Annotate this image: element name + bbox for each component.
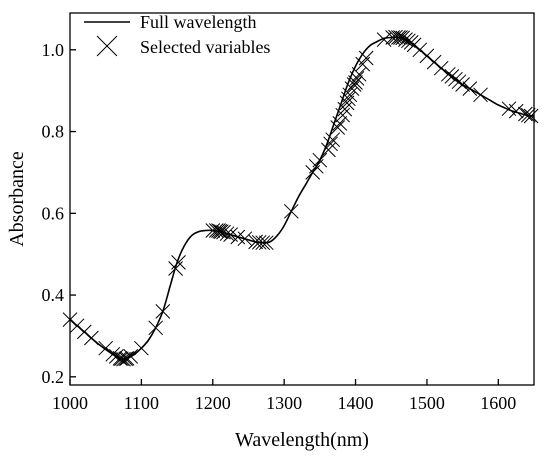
selected-variable-marker xyxy=(358,50,374,66)
selected-variable-marker xyxy=(251,234,267,250)
selected-variable-marker xyxy=(76,324,92,340)
y-axis: 0.2 0.4 0.6 0.8 1.0 xyxy=(42,40,76,387)
selected-variable-marker xyxy=(455,77,470,92)
selected-variable-marker xyxy=(335,107,351,123)
plot-frame xyxy=(69,12,535,386)
selected-variable-marker xyxy=(84,330,99,346)
selected-variable-marker xyxy=(255,235,271,251)
selected-variable-marker xyxy=(105,346,121,362)
selected-variable-marker xyxy=(155,304,171,319)
selected-variable-marker xyxy=(134,340,149,356)
selected-variable-marker xyxy=(330,120,346,135)
y-tick-label: 0.2 xyxy=(42,367,65,387)
selected-variable-marker xyxy=(440,66,456,82)
x-tick-label: 1200 xyxy=(195,393,231,413)
selected-variable-marker xyxy=(114,351,129,367)
selected-variable-marker xyxy=(219,226,235,242)
selected-variable-marker xyxy=(213,224,229,240)
x-axis: 1000 1100 1200 1300 1400 1500 1600 xyxy=(52,379,516,413)
selected-variable-marker xyxy=(351,66,367,82)
selected-variable-marker xyxy=(69,318,85,334)
selected-variable-marker xyxy=(337,101,353,117)
y-tick-label: 0.4 xyxy=(42,285,65,305)
selected-variable-marker xyxy=(520,107,536,123)
selected-variable-marker xyxy=(118,351,134,367)
legend: Full wavelength Selected variables xyxy=(84,12,270,57)
selected-variable-marker xyxy=(348,75,363,90)
marker-layer xyxy=(62,29,539,367)
legend-x-marker-swatch xyxy=(96,35,118,57)
selected-variable-marker xyxy=(98,340,114,356)
selected-variable-marker xyxy=(393,30,408,45)
selected-variable-marker xyxy=(419,48,435,64)
selected-variable-marker xyxy=(342,87,358,103)
selected-variable-marker xyxy=(349,71,365,86)
y-tick-label: 1.0 xyxy=(42,40,65,60)
selected-variable-marker xyxy=(518,106,533,122)
full-wavelength-line xyxy=(69,36,535,360)
selected-variable-marker xyxy=(451,74,467,90)
selected-variable-marker xyxy=(339,95,355,111)
y-tick-label: 0.8 xyxy=(42,122,65,142)
x-tick-label: 1400 xyxy=(338,393,374,413)
selected-variable-marker xyxy=(433,60,449,76)
selected-variable-marker xyxy=(312,152,328,168)
y-axis-label: Absorbance xyxy=(6,151,28,247)
selected-variable-marker xyxy=(237,231,253,247)
x-tick-label: 1100 xyxy=(124,393,159,413)
y-tick-label: 0.6 xyxy=(42,203,65,223)
selected-variable-marker xyxy=(171,255,186,270)
plot-area xyxy=(62,29,539,367)
selected-variable-marker xyxy=(395,30,411,46)
selected-variable-marker xyxy=(325,132,341,148)
selected-variable-marker xyxy=(168,261,183,276)
selected-variable-marker xyxy=(388,29,403,45)
selected-variable-marker xyxy=(406,37,422,53)
curve-layer xyxy=(69,36,535,360)
selected-variable-marker xyxy=(462,81,478,96)
selected-variable-marker xyxy=(258,235,274,251)
x-tick-label: 1500 xyxy=(409,393,445,413)
selected-variable-marker xyxy=(426,54,442,70)
x-tick-label: 1000 xyxy=(52,393,88,413)
selected-variable-marker xyxy=(283,203,299,219)
selected-variable-marker xyxy=(119,351,135,366)
selected-variable-marker xyxy=(473,87,488,103)
selected-variable-marker xyxy=(341,91,356,107)
selected-variable-marker xyxy=(332,116,348,131)
selected-variable-marker xyxy=(444,69,460,84)
x-tick-label: 1600 xyxy=(480,393,516,413)
selected-variable-marker xyxy=(398,32,413,47)
selected-variable-marker xyxy=(412,42,428,58)
selected-variable-marker xyxy=(323,136,338,152)
selected-variable-marker xyxy=(523,108,539,124)
selected-variable-marker xyxy=(448,71,463,87)
legend-label-selected-variables: Selected variables xyxy=(140,37,270,57)
selected-variable-marker xyxy=(148,320,164,336)
x-axis-label: Wavelength(nm) xyxy=(235,429,369,451)
x-tick-label: 1300 xyxy=(266,393,302,413)
selected-variable-marker xyxy=(123,349,139,364)
selected-variable-marker xyxy=(508,103,524,119)
legend-label-full-wavelength: Full wavelength xyxy=(140,12,256,32)
selected-variable-marker xyxy=(321,142,336,158)
